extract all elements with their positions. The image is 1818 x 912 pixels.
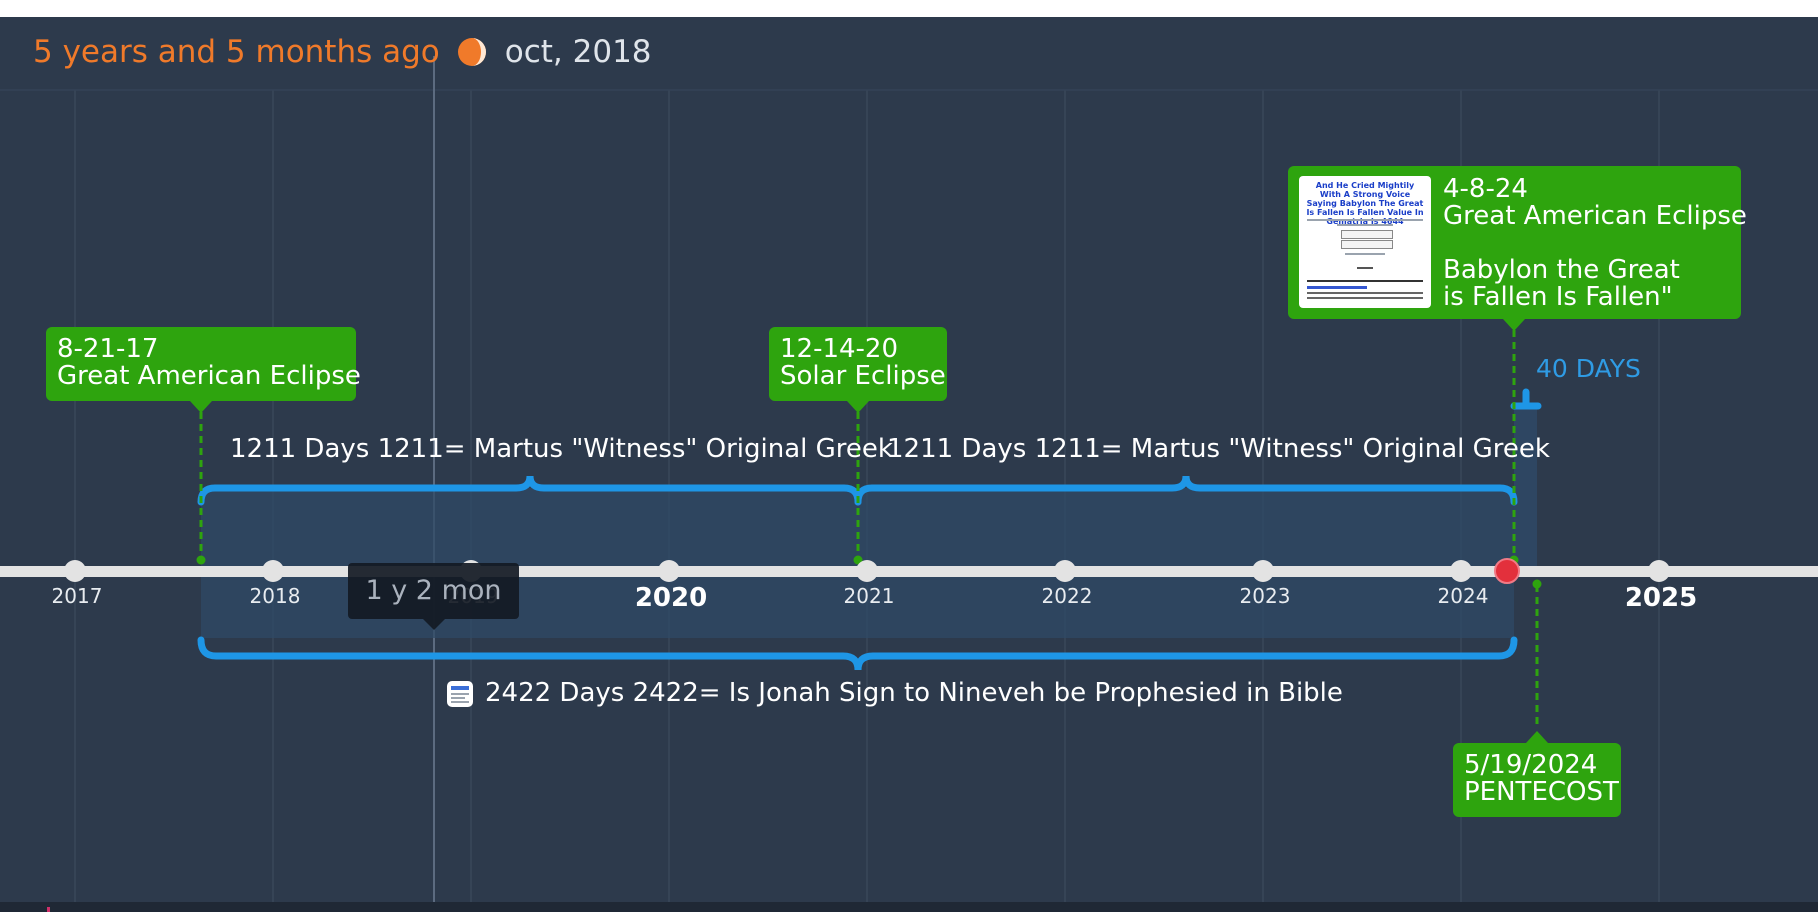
year-tick-2017[interactable] (64, 560, 86, 582)
year-label-2020: 2020 (634, 583, 708, 613)
thumbnail-input (1341, 230, 1393, 239)
span-label-2422-days: 2422 Days 2422= Is Jonah Sign to Nineveh… (485, 678, 1343, 708)
event-note-line-2: is Fallen Is Fallen" (1443, 282, 1673, 312)
thumbnail-text-line (1307, 219, 1423, 221)
event-dot-2017[interactable] (196, 555, 206, 565)
bottom-strip (0, 902, 1818, 912)
bracket-span-total (197, 636, 1518, 671)
thumbnail-text-line (1337, 224, 1393, 226)
event-title: Solar Eclipse (780, 361, 946, 391)
cursor-duration-text: 1 y 2 mon (365, 575, 502, 606)
thumbnail-text-line (1357, 267, 1373, 269)
span-label-40-days: 40 DAYS (1536, 354, 1641, 383)
year-tick-2018[interactable] (262, 560, 284, 582)
event-title: Great American Eclipse (57, 361, 361, 391)
today-marker[interactable] (1494, 558, 1520, 584)
event-thumbnail[interactable]: And He Cried Mightily With A Strong Voic… (1299, 176, 1431, 308)
current-date-label: oct, 2018 (504, 34, 652, 70)
thumbnail-text-line (1307, 297, 1423, 299)
year-label-2018: 2018 (249, 584, 301, 608)
event-card-pentecost-2024[interactable]: 5/19/2024 PENTECOST (1453, 731, 1621, 817)
event-date: 8-21-17 (57, 334, 159, 364)
span-label-1211-days-first: 1211 Days 1211= Martus "Witness" Origina… (230, 434, 893, 464)
thumbnail-title: And He Cried Mightily With A Strong Voic… (1306, 181, 1424, 226)
top-strip (0, 0, 1818, 17)
event-card-eclipse-2020[interactable]: 12-14-20 Solar Eclipse (769, 327, 947, 413)
time-ago-label: 5 years and 5 months ago (33, 34, 440, 70)
year-tick-2022[interactable] (1054, 560, 1076, 582)
year-tick-2023[interactable] (1252, 560, 1274, 582)
event-pointer (847, 401, 869, 413)
event-date: 5/19/2024 (1464, 750, 1598, 780)
document-icon (447, 681, 473, 707)
event-date: 4-8-24 (1443, 174, 1528, 204)
tooltip-arrow (423, 619, 445, 630)
thumbnail-highlight (1307, 286, 1367, 289)
event-connectors (199, 330, 1539, 728)
thumbnail-text-line (1307, 280, 1423, 282)
cursor-duration-tooltip: 1 y 2 mon (348, 563, 519, 630)
bracket-span-2 (854, 475, 1518, 506)
year-label-2025: 2025 (1624, 583, 1698, 613)
event-title: Great American Eclipse (1443, 201, 1747, 231)
span-label-1211-days-second: 1211 Days 1211= Martus "Witness" Origina… (887, 434, 1550, 464)
thumbnail-text-line (1307, 292, 1423, 294)
event-date: 12-14-20 (780, 334, 899, 364)
year-tick-2025[interactable] (1648, 560, 1670, 582)
thumbnail-text-line (1345, 253, 1385, 255)
event-pointer (190, 401, 212, 413)
bracket-span-1 (197, 475, 862, 506)
year-label-2022: 2022 (1041, 584, 1093, 608)
event-title: PENTECOST (1464, 777, 1619, 807)
span-region-40-days (1514, 403, 1537, 573)
bottom-marker (47, 907, 50, 912)
event-dot-pentecost[interactable] (1532, 579, 1542, 589)
thumbnail-button (1341, 240, 1393, 249)
bracket-span-40 (1510, 388, 1542, 410)
event-card-eclipse-2024[interactable]: And He Cried Mightily With A Strong Voic… (1288, 166, 1747, 331)
year-label-2017: 2017 (51, 584, 103, 608)
year-label-2023: 2023 (1239, 584, 1291, 608)
event-pointer (1526, 731, 1548, 743)
half-moon-icon (457, 38, 486, 66)
year-tick-2024[interactable] (1450, 560, 1472, 582)
year-label-2024: 2024 (1437, 584, 1489, 608)
header: 5 years and 5 months ago oct, 2018 (33, 32, 652, 72)
year-tick-2020[interactable] (658, 560, 680, 582)
event-pointer (1503, 319, 1525, 331)
year-tick-2021[interactable] (856, 560, 878, 582)
event-dot-2020[interactable] (853, 555, 863, 565)
event-note-line-1: Babylon the Great (1443, 255, 1680, 285)
timeline-axis (0, 566, 1818, 577)
event-card-eclipse-2017[interactable]: 8-21-17 Great American Eclipse (46, 327, 361, 413)
year-label-2021: 2021 (843, 584, 895, 608)
